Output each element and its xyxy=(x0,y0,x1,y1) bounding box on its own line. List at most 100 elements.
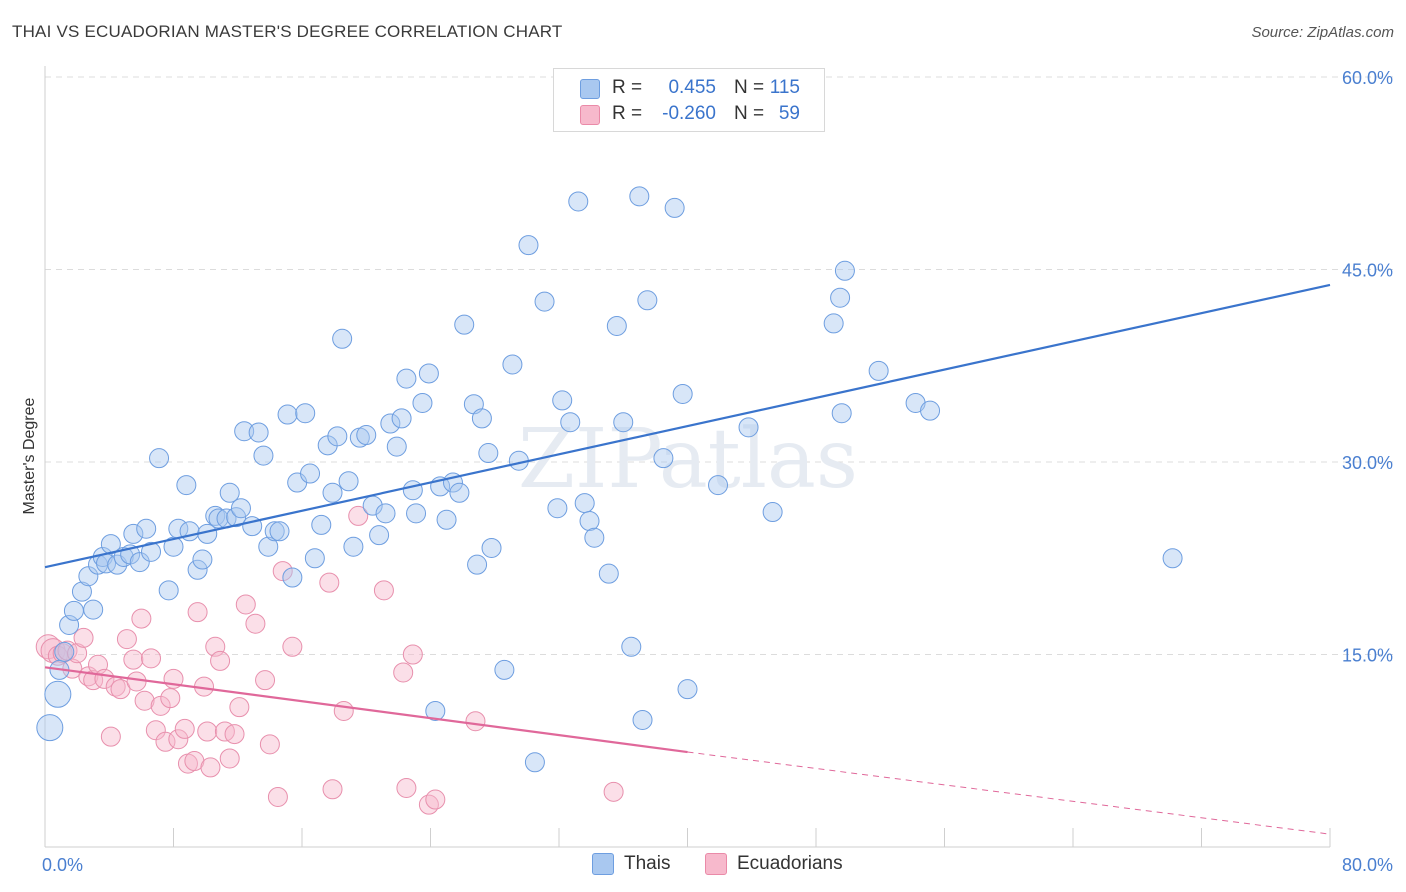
y-tick-label: 60.0% xyxy=(1342,68,1393,88)
legend-row-ecuadorians: R = -0.260 N = 59 xyxy=(554,101,824,127)
chart-title: THAI VS ECUADORIAN MASTER'S DEGREE CORRE… xyxy=(12,22,563,41)
ecuadorian-point xyxy=(141,648,162,669)
thais-points xyxy=(36,186,1183,773)
x-tick-label: 80.0% xyxy=(1342,855,1393,875)
thais-point xyxy=(356,425,377,446)
thais-point xyxy=(187,559,208,580)
thais-point xyxy=(295,403,316,424)
ecuadorian-point xyxy=(255,670,276,691)
ecuadorian-point xyxy=(603,781,624,802)
thais-point xyxy=(494,659,515,680)
thais-point xyxy=(300,463,321,484)
thais-point xyxy=(149,448,170,469)
thais-point xyxy=(418,363,439,384)
thais-point xyxy=(677,679,698,700)
thais-point xyxy=(637,290,658,311)
ecuadorian-point xyxy=(200,757,221,778)
thais-point xyxy=(920,400,941,421)
legend-n-value: 115 xyxy=(769,77,800,98)
legend-n-value: 59 xyxy=(778,103,800,124)
legend-label-thais: Thais xyxy=(624,853,671,874)
thais-point xyxy=(375,503,396,524)
thais-point xyxy=(396,368,417,389)
legend-swatch-ecuadorians xyxy=(705,853,727,875)
legend-swatch-ecuadorians xyxy=(580,105,600,125)
ecuadorian-point xyxy=(425,789,446,810)
ecuadorian-point xyxy=(333,700,354,721)
thais-trend-line xyxy=(44,283,1331,569)
y-tick-label: 30.0% xyxy=(1342,453,1393,473)
ecuadorian-point xyxy=(155,731,176,752)
axes xyxy=(44,66,1331,848)
thais-point xyxy=(264,521,285,542)
ecuadorian-point xyxy=(393,662,414,683)
y-tick-label: 45.0% xyxy=(1342,261,1393,281)
legend-stats: R = 0.455 N = 115 R = -0.260 N = 59 xyxy=(553,68,825,132)
legend-r-label: R = xyxy=(612,77,643,98)
thais-point xyxy=(831,403,852,424)
thais-point xyxy=(471,408,492,429)
ecuadorian-point xyxy=(126,671,147,692)
thais-point xyxy=(560,412,581,433)
thais-point xyxy=(277,404,298,425)
thais-point xyxy=(322,482,343,503)
source-label: Source: ZipAtlas.com xyxy=(1251,24,1394,41)
thais-point xyxy=(834,260,855,281)
legend-n-label: N = xyxy=(734,77,765,98)
thais-point xyxy=(621,636,642,657)
thais-point xyxy=(481,537,502,558)
thais-point xyxy=(391,408,412,429)
ecuadorian-point xyxy=(465,711,486,732)
ecuadorians-trend-line xyxy=(44,666,688,754)
thais-point xyxy=(518,235,539,256)
ecuadorian-point xyxy=(418,794,439,815)
thais-point xyxy=(568,191,589,212)
tick-labels: 15.0% 30.0% 45.0% 60.0% 0.0% 80.0% xyxy=(42,68,1393,875)
thais-point xyxy=(248,422,269,443)
thais-point xyxy=(579,511,600,532)
thais-point xyxy=(436,509,457,530)
ecuadorian-point xyxy=(110,679,131,700)
ecuadorians-trend-extension xyxy=(687,751,1331,835)
thais-point xyxy=(71,581,92,602)
thais-point xyxy=(129,552,150,573)
thais-point xyxy=(738,417,759,438)
thais-point xyxy=(176,475,197,496)
trend-lines xyxy=(44,283,1331,835)
y-tick-label: 15.0% xyxy=(1342,646,1393,666)
ecuadorian-point xyxy=(100,726,121,747)
thais-point xyxy=(454,314,475,335)
thais-point xyxy=(192,549,213,570)
ecuadorian-point xyxy=(73,627,94,648)
thais-point xyxy=(136,518,157,539)
thais-point xyxy=(258,536,279,557)
thais-point xyxy=(369,525,390,546)
thais-point xyxy=(406,503,427,524)
legend-swatch-thais xyxy=(592,853,614,875)
ecuadorian-point xyxy=(197,721,218,742)
thais-point xyxy=(327,426,348,447)
legend-row-thais: R = 0.455 N = 115 xyxy=(554,75,824,101)
thais-point xyxy=(230,498,251,519)
ecuadorian-point xyxy=(160,688,181,709)
grid-lines xyxy=(45,76,1395,655)
x-tick-label: 0.0% xyxy=(42,855,83,875)
ecuadorian-point xyxy=(322,779,343,800)
thais-point xyxy=(380,413,401,434)
thais-point xyxy=(54,641,75,662)
thais-point xyxy=(708,475,729,496)
thais-point xyxy=(664,197,685,218)
thais-point xyxy=(613,412,634,433)
thais-point xyxy=(524,752,545,773)
ecuadorian-point xyxy=(131,608,152,629)
ecuadorian-point xyxy=(224,724,245,745)
thais-point xyxy=(282,567,303,588)
watermark: ZIPatlas xyxy=(518,412,858,507)
thais-point xyxy=(226,507,247,528)
y-axis-label: Master's Degree xyxy=(21,397,38,514)
thais-point xyxy=(606,315,627,336)
thais-point xyxy=(547,498,568,519)
ecuadorian-point xyxy=(134,690,155,711)
legend-swatch-thais xyxy=(580,79,600,99)
